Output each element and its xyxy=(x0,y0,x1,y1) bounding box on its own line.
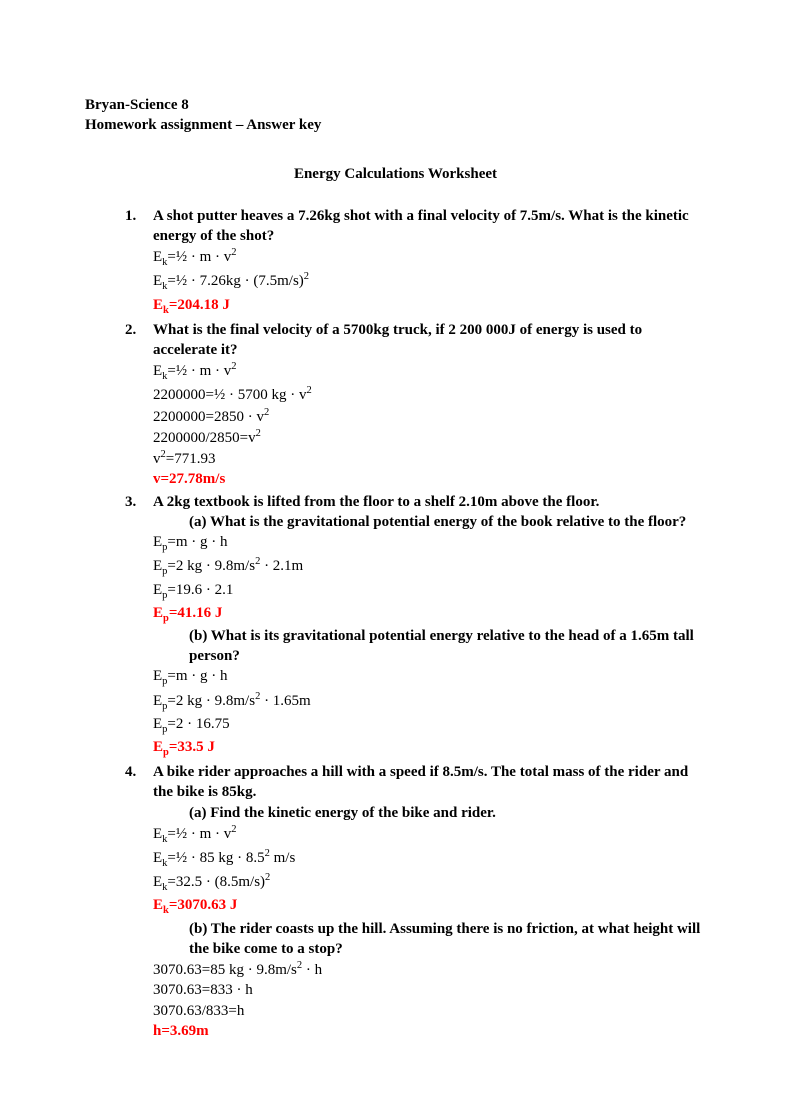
work-line: Ek=32.5 · (8.5m/s)2 xyxy=(153,871,706,895)
subpart-question: (b) What is its gravitational potential … xyxy=(189,626,706,667)
work-line: Ek=½ · m · v2 xyxy=(153,823,706,847)
answer-line: Ep=33.5 J xyxy=(153,737,706,760)
header-line2: Homework assignment – Answer key xyxy=(85,115,706,135)
work-line: v2=771.93 xyxy=(153,448,706,469)
subpart-question: (b) The rider coasts up the hill. Assumi… xyxy=(189,919,706,960)
problem-number: 4. xyxy=(125,762,136,782)
work-line: Ek=½ · 7.26kg · (7.5m/s)2 xyxy=(153,270,706,294)
work-line: 3070.63=85 kg · 9.8m/s2 · h xyxy=(153,959,706,980)
problem-question: A 2kg textbook is lifted from the floor … xyxy=(153,492,706,512)
problem-item: 4. A bike rider approaches a hill with a … xyxy=(125,762,706,1041)
problem-number: 3. xyxy=(125,492,136,512)
answer-line: v=27.78m/s xyxy=(153,469,706,489)
problem-number: 1. xyxy=(125,206,136,226)
worksheet-title: Energy Calculations Worksheet xyxy=(85,164,706,184)
problem-question: A bike rider approaches a hill with a sp… xyxy=(153,762,706,803)
work-line: Ek=½ · m · v2 xyxy=(153,246,706,270)
problem-number: 2. xyxy=(125,320,136,340)
problem-item: 1. A shot putter heaves a 7.26kg shot wit… xyxy=(125,206,706,318)
work-line: 2200000/2850=v2 xyxy=(153,427,706,448)
answer-line: Ek=204.18 J xyxy=(153,295,706,318)
problem-list: 1. A shot putter heaves a 7.26kg shot wit… xyxy=(125,206,706,1041)
work-line: Ep=2 kg · 9.8m/s2 · 2.1m xyxy=(153,555,706,579)
work-line: Ep=19.6 · 2.1 xyxy=(153,580,706,603)
work-line: Ep=2 kg · 9.8m/s2 · 1.65m xyxy=(153,690,706,714)
work-line: 2200000=2850 · v2 xyxy=(153,406,706,427)
work-line: Ek=½ · 85 kg · 8.52 m/s xyxy=(153,847,706,871)
work-line: Ep=m · g · h xyxy=(153,532,706,555)
subpart-question: (a) Find the kinetic energy of the bike … xyxy=(189,803,706,823)
work-line: 3070.63=833 · h xyxy=(153,980,706,1000)
problem-question: A shot putter heaves a 7.26kg shot with … xyxy=(153,206,706,247)
subpart-question: (a) What is the gravitational potential … xyxy=(189,512,706,532)
work-line: 3070.63/833=h xyxy=(153,1001,706,1021)
work-line: 2200000=½ · 5700 kg · v2 xyxy=(153,384,706,405)
problem-item: 2. What is the final velocity of a 5700kg… xyxy=(125,320,706,490)
problem-question: What is the final velocity of a 5700kg t… xyxy=(153,320,706,361)
work-line: Ep=2 · 16.75 xyxy=(153,714,706,737)
answer-line: Ek=3070.63 J xyxy=(153,895,706,918)
header-line1: Bryan-Science 8 xyxy=(85,95,706,115)
work-line: Ek=½ · m · v2 xyxy=(153,360,706,384)
answer-line: Ep=41.16 J xyxy=(153,603,706,626)
work-line: Ep=m · g · h xyxy=(153,666,706,689)
problem-item: 3. A 2kg textbook is lifted from the floo… xyxy=(125,492,706,760)
